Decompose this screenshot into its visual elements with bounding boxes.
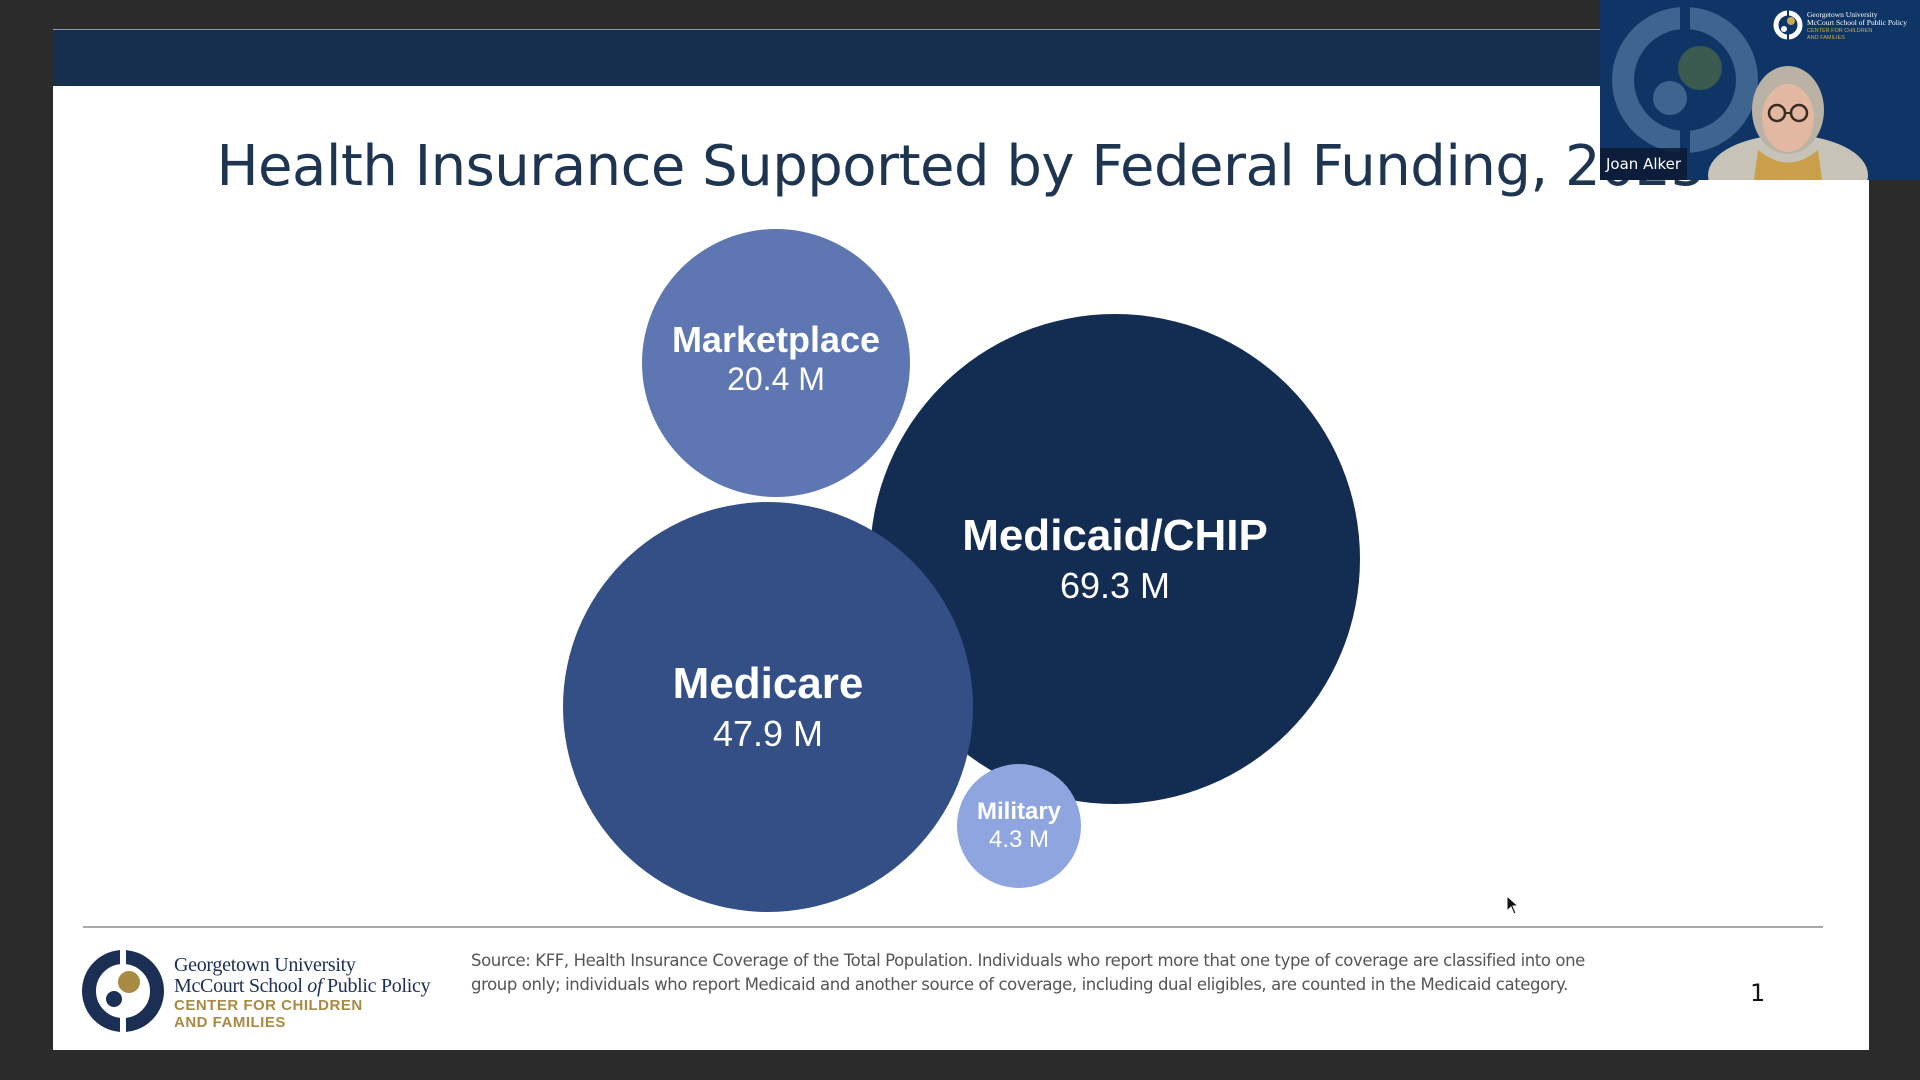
bubble-marketplace: Marketplace 20.4 M: [642, 229, 910, 497]
svg-text:Georgetown University: Georgetown University: [1807, 10, 1878, 19]
slide-page-number: 1: [1750, 979, 1766, 1007]
source-line-2: group only; individuals who report Medic…: [471, 975, 1569, 994]
footer-divider: [83, 926, 1823, 928]
bubble-medicare: Medicare 47.9 M: [563, 502, 973, 912]
participant-name-label: Joan Alker: [1600, 148, 1688, 180]
ccf-logo-icon: [82, 949, 164, 1033]
georgetown-logo: Georgetown University McCourt School of …: [81, 949, 441, 1037]
video-background-logo-icon: Georgetown University McCourt School of …: [1612, 0, 1907, 180]
svg-text:CENTER FOR CHILDREN: CENTER FOR CHILDREN: [1807, 28, 1872, 34]
svg-text:AND FAMILIES: AND FAMILIES: [1807, 35, 1845, 41]
slide-header-band: [53, 29, 1869, 86]
logo-line-families: AND FAMILIES: [174, 1014, 286, 1031]
logo-line-university: Georgetown University: [174, 954, 356, 976]
source-note: Source: KFF, Health Insurance Coverage o…: [471, 949, 1711, 997]
mouse-pointer-icon: [1506, 895, 1520, 915]
bubble-value: 69.3 M: [1059, 565, 1171, 606]
presentation-slide: Health Insurance Supported by Federal Fu…: [53, 29, 1869, 1050]
svg-text:McCourt School of Public Polic: McCourt School of Public Policy: [1807, 18, 1907, 27]
source-line-1: Source: KFF, Health Insurance Coverage o…: [471, 951, 1585, 970]
bubble-label: Marketplace: [671, 318, 881, 360]
bubble-value: 47.9 M: [712, 713, 824, 754]
slide-title: Health Insurance Supported by Federal Fu…: [216, 134, 1706, 199]
bubble-military: Military 4.3 M: [957, 764, 1081, 888]
bubble-label: Medicaid/CHIP: [962, 511, 1268, 560]
logo-line-center: CENTER FOR CHILDREN: [174, 997, 363, 1014]
participant-video-tile[interactable]: Georgetown University McCourt School of …: [1600, 0, 1920, 180]
logo-line-school: McCourt School of Public Policy: [174, 975, 431, 997]
bubble-value: 4.3 M: [988, 826, 1050, 853]
bubble-label: Medicare: [672, 659, 864, 708]
bubble-value: 20.4 M: [727, 360, 825, 397]
bubble-label: Military: [976, 798, 1062, 825]
